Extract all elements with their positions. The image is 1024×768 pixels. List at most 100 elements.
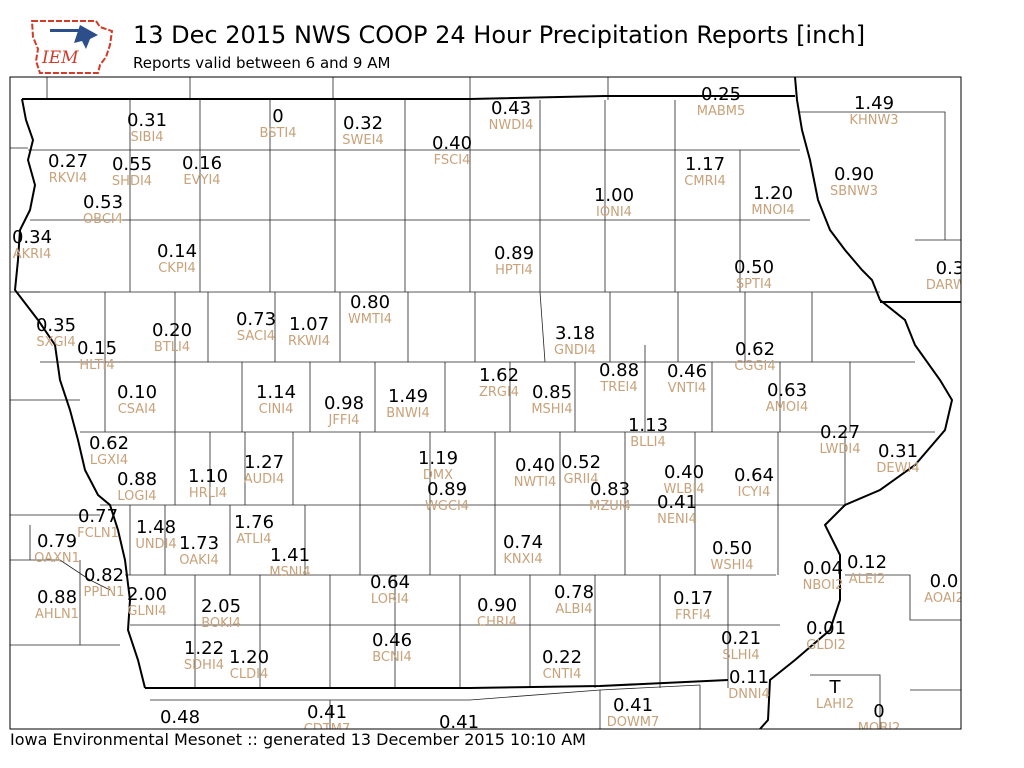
station-id: RKVI4 (49, 171, 88, 186)
precip-value: 0.3 (936, 258, 965, 279)
precip-value: 1.13 (628, 415, 668, 436)
station-id: BLLI4 (630, 435, 666, 450)
station-id: LORI4 (371, 592, 409, 607)
precip-value: 1.19 (418, 448, 458, 469)
station-id: OAKI4 (179, 553, 219, 568)
precip-value: 0.64 (370, 572, 410, 593)
precip-value: 0.10 (117, 382, 157, 403)
station-id: NENI4 (657, 512, 697, 527)
precip-value: 0.31 (127, 110, 167, 131)
precip-value: 0.90 (834, 164, 874, 185)
precip-value: 0.62 (89, 433, 129, 454)
station-id: WSHI4 (711, 558, 754, 573)
precip-value: 1.49 (854, 93, 894, 114)
map-background (10, 77, 961, 729)
precip-value: 0.35 (36, 315, 76, 336)
station-id: SXGI4 (36, 335, 75, 350)
station-id: BCNI4 (372, 650, 412, 665)
precip-value: 0.53 (83, 192, 123, 213)
station-id: UNDI4 (135, 537, 176, 552)
precip-value: 0.89 (427, 479, 467, 500)
station-id: BOKI4 (201, 616, 241, 631)
station-id: CKPI4 (158, 261, 196, 276)
precip-value: 0.27 (48, 151, 88, 172)
precip-value: 0.15 (77, 338, 117, 359)
station-id: DARW3 (926, 278, 974, 293)
precip-value: 0.41 (613, 695, 653, 716)
precip-value: 0.63 (767, 380, 807, 401)
station-id: CINI4 (259, 402, 294, 417)
station-id: WLBI4 (663, 482, 704, 497)
station-id: MNOI4 (751, 203, 794, 218)
station-id: BTLI4 (154, 340, 190, 355)
station-id: WGCI4 (425, 499, 469, 514)
station-id: BSTI4 (260, 126, 297, 141)
precip-value: 0.41 (307, 702, 347, 723)
station-id: CDTM7 (304, 722, 351, 737)
station-unlabeled-83: 0.41 (439, 712, 479, 729)
precip-value: 1.22 (184, 638, 224, 659)
precip-value: 0.27 (820, 422, 860, 443)
station-id: ICYI4 (738, 485, 771, 500)
precip-value: 1.27 (244, 452, 284, 473)
station-id: HRLI4 (189, 486, 227, 501)
station-id: LAHI2 (816, 697, 854, 712)
station-id: MZUI4 (589, 499, 631, 514)
station-id: SIBI4 (130, 130, 163, 145)
precip-value: 0.14 (157, 241, 197, 262)
station-unlabeled-82: 0.48 (160, 707, 200, 728)
precip-value: 3.18 (555, 323, 595, 344)
precip-value: 0.74 (503, 532, 543, 553)
station-id: ALEI2 (849, 572, 885, 587)
station-id: OAXN1 (34, 551, 80, 566)
map-title: 13 Dec 2015 NWS COOP 24 Hour Precipitati… (133, 21, 866, 49)
station-id: NWDI4 (489, 118, 534, 133)
station-id: CLDI4 (230, 667, 268, 682)
station-id: CGGI4 (734, 359, 775, 374)
station-id: MSHI4 (531, 402, 572, 417)
precip-value: 0.43 (491, 98, 531, 119)
station-id: NWTI4 (514, 475, 557, 490)
precip-value: 0.04 (803, 558, 843, 579)
station-id: SPTI4 (736, 277, 772, 292)
precip-value: 1.76 (234, 512, 274, 533)
precip-value: 0.82 (84, 565, 124, 586)
iem-logo: IEM (30, 20, 114, 74)
precip-value: 0.98 (324, 393, 364, 414)
station-id: SHDI4 (112, 174, 152, 189)
precip-value: 1.48 (136, 517, 176, 538)
precip-value: 0.52 (561, 452, 601, 473)
station-id: RKWI4 (288, 334, 330, 349)
